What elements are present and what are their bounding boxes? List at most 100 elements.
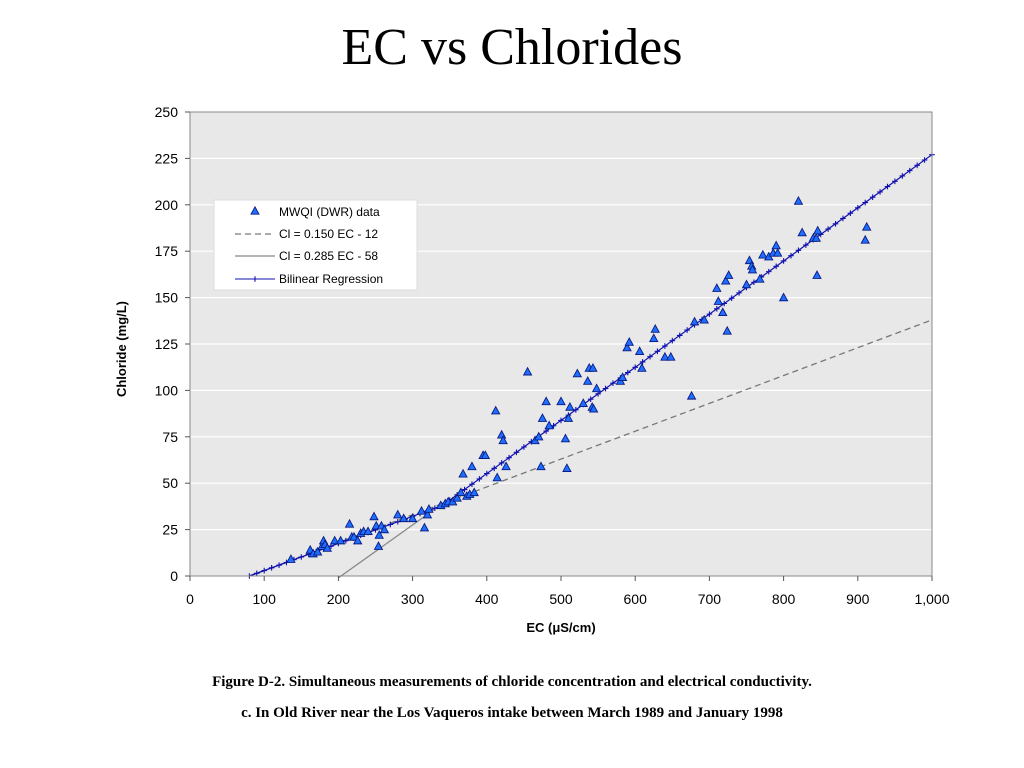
bilinear-regression-marker [268,565,275,571]
mwqi-data-point [501,461,511,471]
bilinear-regression-marker [921,157,928,163]
y-axis-title: Chloride (mg/L) [114,301,129,397]
legend-label-dashed-line: Cl = 0.150 EC - 12 [279,227,378,241]
bilinear-regression-marker [276,562,282,568]
y-tick-label: 175 [155,243,179,259]
mwqi-data-point [490,405,501,415]
bilinear-regression-marker [773,263,779,270]
mwqi-data-point [720,275,731,285]
y-tick-label: 25 [162,522,178,538]
mwqi-data-point [622,342,632,352]
bilinear-regression-marker [654,348,661,355]
legend-swatch-triangle [250,205,260,215]
bilinear-regression-marker [840,215,846,222]
bilinear-regression-marker [684,327,690,333]
bilinear-regression-marker [662,343,668,349]
mwqi-data-point [755,273,765,283]
mwqi-data-point [771,240,781,250]
mwqi-data-point [398,513,409,523]
mwqi-data-point [452,492,462,502]
bilinear-regression-marker [513,449,520,456]
y-tick-label: 200 [155,197,179,213]
bilinear-regression-marker [387,521,394,528]
bilinear-regression-marker [461,486,468,493]
bilinear-regression-marker [721,300,728,307]
mwqi-data-point [458,468,468,478]
ec-chloride-chart: 0 100 200 300 400 500 600 700 800 900 1,000 0 25 50 7… [114,104,950,635]
mwqi-data-point [713,296,724,305]
legend-box [213,199,418,291]
mwqi-data-point [467,461,477,471]
mwqi-data-point [741,279,752,289]
mwqi-data-point [686,390,697,400]
mwqi-data-point [329,535,340,545]
mwqi-data-point [556,396,566,406]
legend-swatches [235,205,275,282]
x-tick-label: 200 [327,591,351,607]
mwqi-data-point [416,505,427,515]
legend-label-solid-line: Cl = 0.285 EC - 58 [279,249,378,263]
mwqi-data-point [563,413,574,422]
y-tick-label: 150 [155,290,179,306]
mwqi-data-point [588,403,599,413]
x-axis-ticks: 0 100 200 300 400 500 600 700 800 900 1,000 [186,576,950,607]
bilinear-regression-marker [736,290,742,296]
bilinear-regression-marker [706,311,713,317]
mwqi-data-point [349,531,359,541]
bilinear-regression-marker [906,167,913,174]
bilinear-regression-marker [602,385,609,392]
mwqi-data-point [637,362,647,372]
slide-title: EC vs Chlorides [341,19,683,76]
legend-swatch-bilinear-marker [252,276,258,282]
bilinear-regression-marker [506,454,512,461]
bilinear-regression-marker [892,178,898,185]
mwqi-data-point [758,249,768,259]
mwqi-data-point [544,420,554,430]
y-tick-label: 225 [155,150,179,166]
x-tick-label: 100 [253,591,277,607]
mwqi-data-point [533,431,544,441]
x-tick-label: 0 [186,591,194,607]
bilinear-regression-marker [825,226,831,232]
bilinear-regression-marker [343,537,349,544]
mwqi-data-point [312,546,323,556]
mwqi-data-point [335,535,346,545]
mwqi-data-point [480,450,491,459]
bilinear-regression-marker [253,570,260,577]
mwqi-data-point [536,461,546,471]
mwqi-data-point [634,346,645,356]
mwqi-data-point [666,351,676,361]
mwqi-data-point [541,396,551,406]
mwqi-data-point [718,307,728,317]
bilinear-regression-marker [261,567,267,574]
mwqi-data-point [699,314,709,324]
bilinear-regression-marker [639,359,646,365]
bilinear-regression-marker [558,417,564,424]
bilinear-regression-marker [855,205,861,211]
bilinear-regression-marker [632,364,638,371]
x-tick-label: 600 [624,591,648,607]
mwqi-data-point [722,325,732,335]
mwqi-data-point [650,324,660,333]
x-tick-label: 500 [549,591,573,607]
bilinear-regression-marker [780,258,787,264]
bilinear-regression-marker [862,199,869,206]
fit-line-solid [338,508,436,579]
mwqi-data-point [496,429,507,439]
bilinear-regression-marker [847,210,854,216]
bilinear-regression-marker [803,242,809,248]
mwqi-data-point [793,195,804,205]
mwqi-data-point [812,225,823,235]
bilinear-regression-marker [521,444,527,450]
mwqi-data-point [811,233,821,242]
mwqi-data-point [352,535,363,545]
mwqi-data-point [591,383,602,393]
mwqi-data-point [344,518,355,528]
bilinear-regression-marker [884,183,891,190]
y-tick-label: 0 [170,568,178,584]
y-tick-label: 75 [162,429,178,445]
mwqi-data-point [469,487,479,497]
bilinear-regression-marker [484,470,490,477]
y-axis-ticks: 0 25 50 75 100 125 150 175 200 225 250 [155,104,190,584]
mwqi-data-point [456,487,466,497]
